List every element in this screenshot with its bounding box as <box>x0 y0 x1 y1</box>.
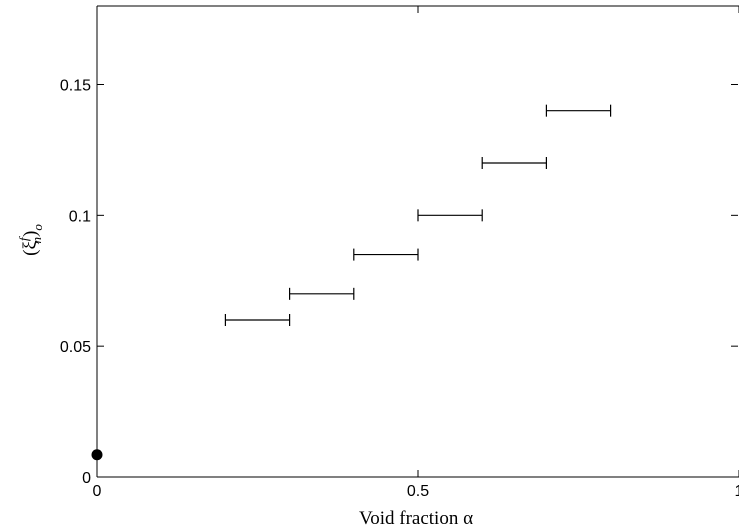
interval-bar <box>224 314 291 326</box>
ylabel-base: (ξ <box>20 241 41 256</box>
data-marks <box>91 104 612 461</box>
y-tick-label: 0 <box>82 470 91 487</box>
ylabel-close: ) <box>20 231 41 237</box>
y-tick-label: 0.1 <box>69 208 91 225</box>
x-tick-label: 1 <box>735 483 739 500</box>
interval-bar <box>481 157 548 169</box>
interval-bar <box>417 209 483 222</box>
ylabel-sub: n <box>29 237 44 244</box>
y-tick-label: 0.05 <box>60 339 91 356</box>
x-axis-label: Void fraction α <box>359 508 473 529</box>
interval-bar <box>289 287 355 300</box>
axes-frame <box>96 5 739 478</box>
x-tick-label: 0.5 <box>407 483 429 500</box>
ylabel-sup: f <box>16 235 31 241</box>
x-tick-label: 0 <box>93 483 102 500</box>
ylabel-outer-sub: o <box>30 224 45 231</box>
tick-labels: 0 0.5 1 0 0.05 0.1 0.15 <box>60 78 739 501</box>
interval-bar <box>353 248 419 261</box>
axis-ticks <box>96 6 739 478</box>
interval-bar <box>545 104 612 117</box>
data-point <box>91 449 103 461</box>
y-axis-label: (ξfn)o <box>16 224 45 256</box>
y-tick-label: 0.15 <box>60 78 91 95</box>
